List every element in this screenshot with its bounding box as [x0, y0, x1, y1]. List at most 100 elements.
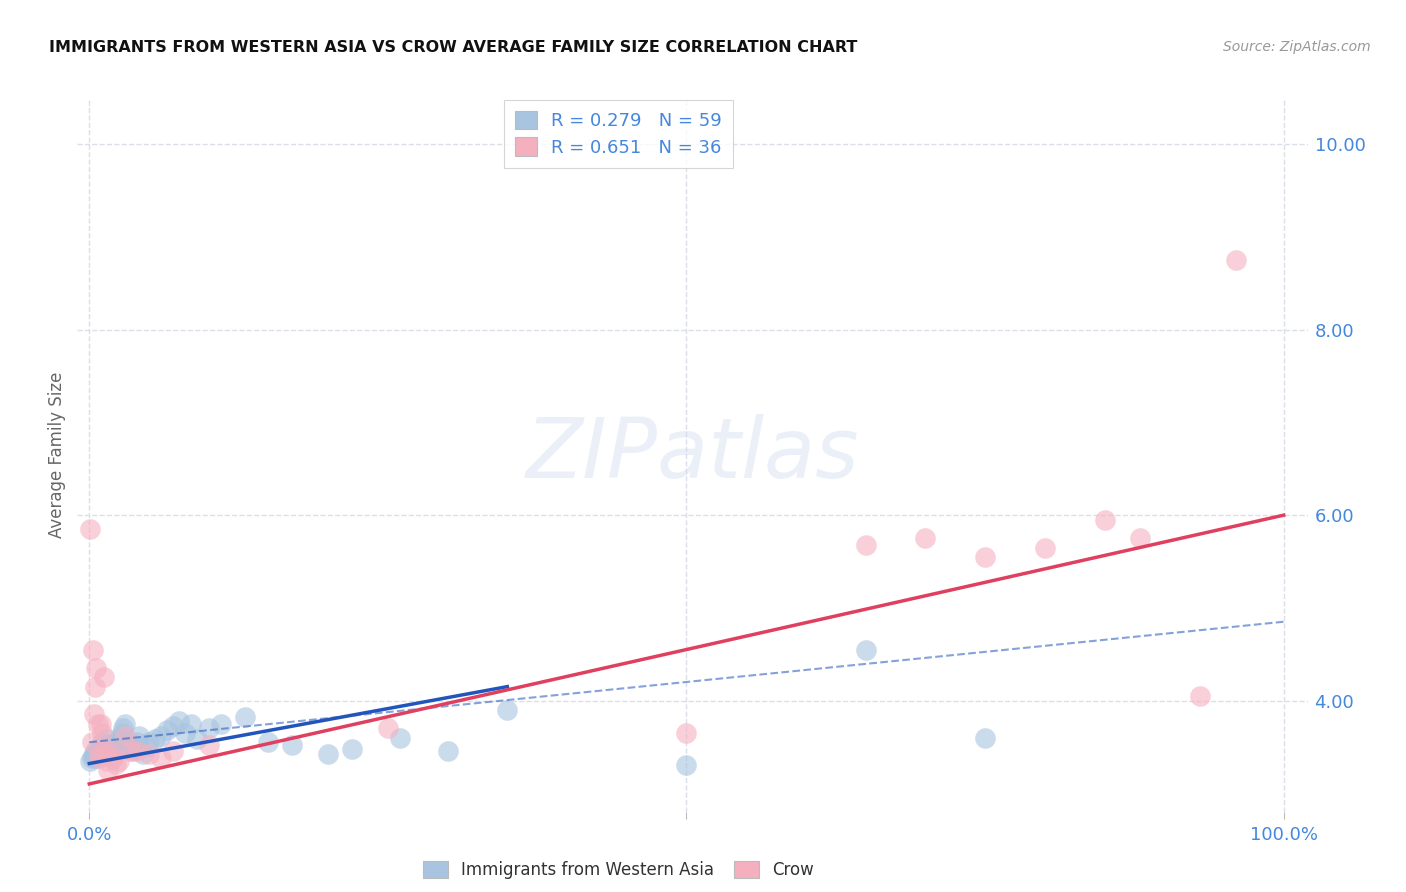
Point [101, 741, 124, 756]
Point [98, 738, 121, 752]
Point [108, 732, 131, 747]
Point [96, 732, 118, 747]
Point [90, 716, 112, 731]
Point [281, 738, 304, 752]
Point [675, 726, 697, 740]
Point [80, 735, 103, 749]
Point [104, 735, 127, 749]
Point [162, 719, 184, 733]
Point [87, 741, 110, 756]
Point [90, 739, 112, 754]
Point [125, 735, 148, 749]
Point [105, 739, 128, 754]
Point [89, 749, 111, 764]
Point [82, 642, 104, 657]
Point [855, 642, 877, 657]
Point [103, 738, 125, 752]
Point [86, 751, 108, 765]
Point [124, 741, 146, 756]
Point [316, 747, 339, 762]
Point [377, 721, 399, 735]
Point [135, 739, 157, 754]
Point [97, 741, 120, 756]
Point [138, 747, 160, 762]
Point [156, 723, 179, 738]
Point [83, 747, 105, 762]
Point [89, 747, 111, 762]
Point [167, 714, 190, 728]
Point [117, 739, 139, 754]
Point [87, 751, 110, 765]
Point [1225, 253, 1247, 268]
Point [162, 744, 184, 758]
Point [436, 744, 458, 758]
Point [855, 538, 877, 552]
Point [93, 670, 115, 684]
Text: Source: ZipAtlas.com: Source: ZipAtlas.com [1223, 40, 1371, 54]
Point [86, 661, 108, 675]
Point [114, 716, 136, 731]
Point [91, 726, 114, 740]
Point [82, 749, 104, 764]
Point [118, 735, 141, 749]
Point [173, 726, 195, 740]
Text: ZIPatlas: ZIPatlas [526, 415, 859, 495]
Point [110, 726, 132, 740]
Point [1094, 513, 1116, 527]
Legend: Immigrants from Western Asia, Crow: Immigrants from Western Asia, Crow [416, 854, 821, 886]
Point [101, 751, 124, 765]
Point [86, 716, 108, 731]
Point [1033, 541, 1056, 555]
Point [340, 741, 363, 756]
Point [86, 747, 108, 762]
Point [110, 731, 132, 745]
Point [94, 744, 117, 758]
Point [149, 729, 172, 743]
Point [257, 735, 280, 749]
Point [80, 751, 103, 765]
Point [104, 756, 127, 771]
Point [79, 522, 101, 536]
Point [100, 747, 122, 762]
Point [149, 751, 172, 765]
Point [974, 549, 997, 564]
Point [94, 738, 117, 752]
Point [101, 751, 124, 765]
Point [496, 703, 519, 717]
Point [132, 747, 155, 762]
Point [108, 754, 131, 768]
Point [197, 738, 219, 752]
Point [79, 754, 101, 768]
Point [120, 744, 142, 758]
Point [84, 680, 107, 694]
Point [96, 754, 118, 768]
Point [675, 758, 697, 772]
Point [114, 729, 136, 743]
Point [974, 731, 997, 745]
Point [143, 732, 166, 747]
Point [94, 744, 117, 758]
Point [1189, 689, 1212, 703]
Text: IMMIGRANTS FROM WESTERN ASIA VS CROW AVERAGE FAMILY SIZE CORRELATION CHART: IMMIGRANTS FROM WESTERN ASIA VS CROW AVE… [49, 40, 858, 55]
Point [914, 532, 936, 546]
Point [83, 707, 105, 722]
Point [91, 735, 114, 749]
Point [186, 732, 208, 747]
Point [1129, 532, 1152, 546]
Point [180, 716, 202, 731]
Point [125, 744, 148, 758]
Point [93, 741, 115, 756]
Point [388, 731, 411, 745]
Point [138, 735, 160, 749]
Point [111, 721, 134, 735]
Point [107, 741, 129, 756]
Y-axis label: Average Family Size: Average Family Size [48, 372, 66, 538]
Point [97, 763, 120, 777]
Point [100, 744, 122, 758]
Point [233, 710, 256, 724]
Point [84, 744, 107, 758]
Point [121, 744, 143, 758]
Point [197, 721, 219, 735]
Point [128, 729, 150, 743]
Point [209, 716, 232, 731]
